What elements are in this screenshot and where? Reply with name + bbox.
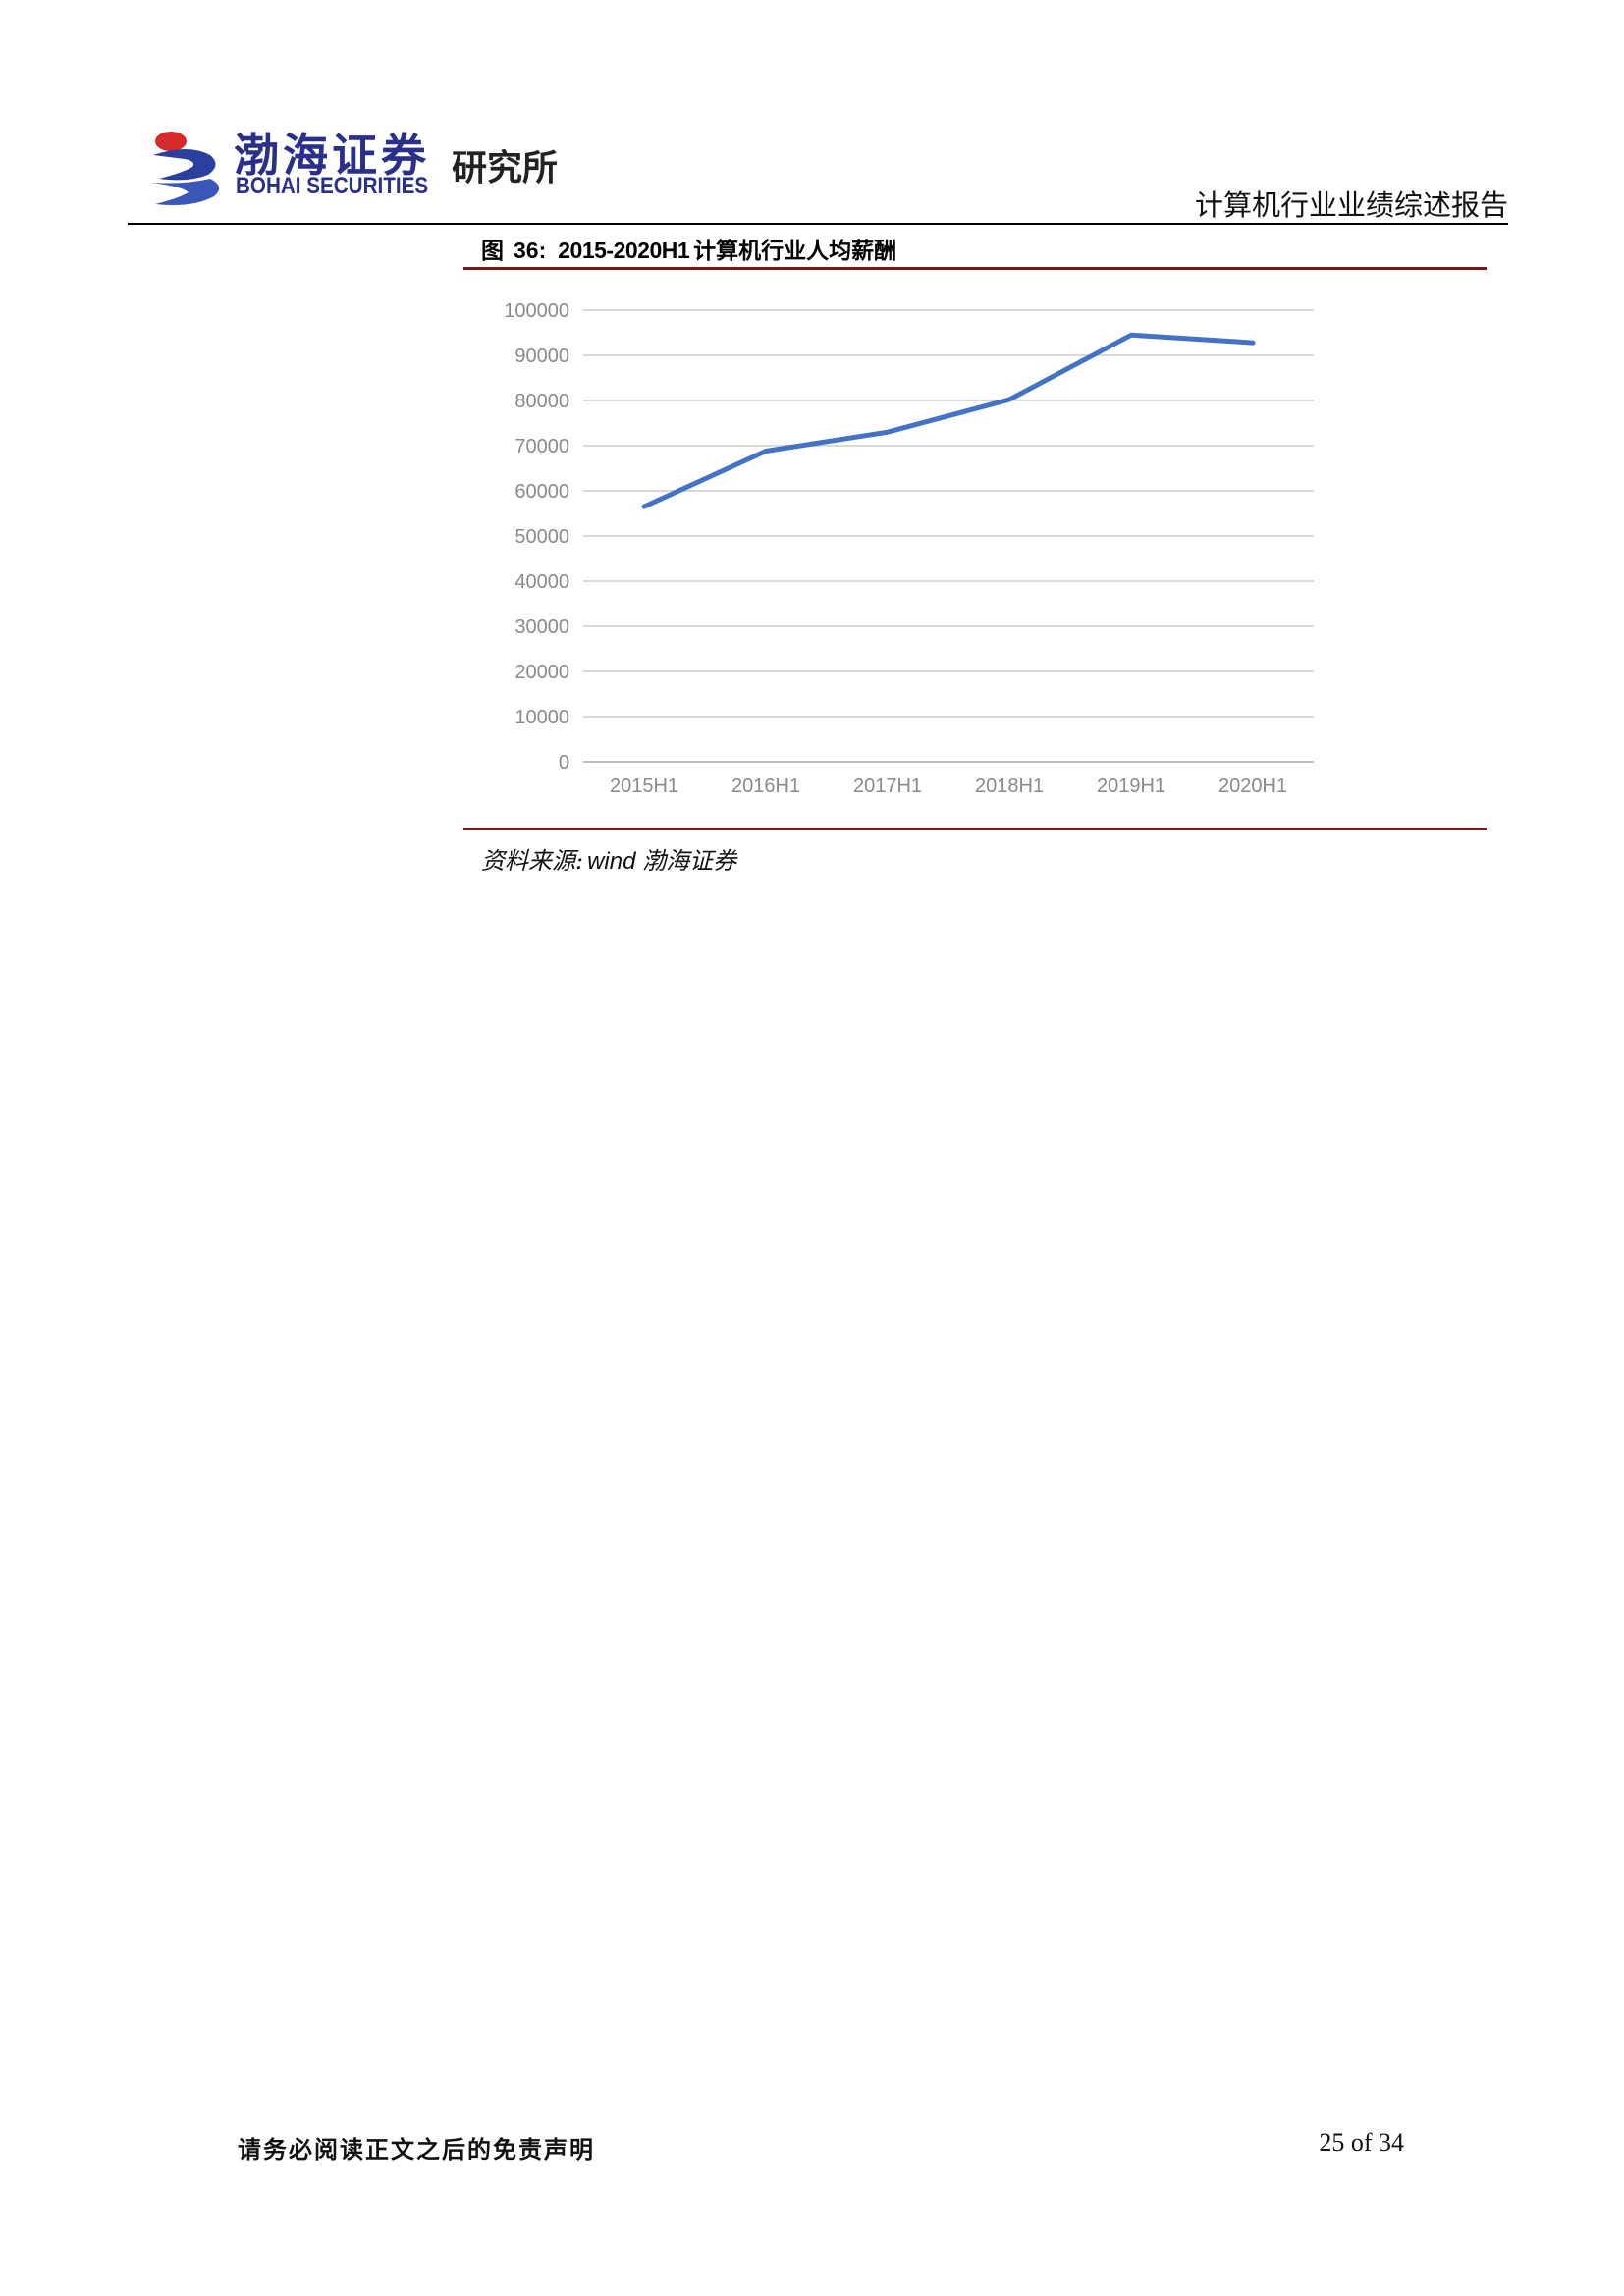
- y-tick-label: 70000: [514, 436, 569, 457]
- y-tick-label: 40000: [514, 571, 569, 593]
- y-tick-label: 30000: [514, 616, 569, 638]
- figure-number: 36:: [514, 238, 547, 263]
- header-divider: [128, 223, 1508, 225]
- y-tick-label: 0: [559, 752, 569, 774]
- y-tick-label: 80000: [514, 391, 569, 412]
- x-axis-ticks: 2015H1 2016H1 2017H1 2018H1 2019H1 2020H1: [610, 775, 1287, 797]
- department-name: 研究所: [452, 148, 559, 188]
- y-tick-label: 60000: [514, 481, 569, 503]
- data-point: [1007, 398, 1011, 401]
- y-tick-label: 10000: [514, 707, 569, 728]
- bohai-logo-icon: [151, 132, 220, 205]
- data-point: [886, 430, 890, 434]
- page-header: 渤海证券 BOHAI SECURITIES 研究所 计算机行业业绩综述报告: [0, 0, 1624, 228]
- figure-label: 图: [481, 238, 504, 264]
- data-point: [1251, 341, 1255, 345]
- report-title: 计算机行业业绩综述报告: [1194, 188, 1508, 222]
- series-line: [641, 332, 1256, 509]
- figure-top-rule: [463, 267, 1487, 270]
- y-tick-label: 100000: [504, 300, 569, 322]
- x-tick-label: 2020H1: [1218, 775, 1287, 797]
- data-point: [642, 505, 646, 508]
- x-tick-label: 2017H1: [853, 775, 922, 797]
- x-tick-label: 2018H1: [975, 775, 1044, 797]
- series-layer: [641, 332, 1256, 509]
- figure-source: 资料来源: wind 渤海证券: [481, 841, 736, 876]
- y-tick-label: 50000: [514, 526, 569, 548]
- y-tick-label: 20000: [514, 662, 569, 683]
- page-number: 25 of 34: [1319, 2128, 1404, 2157]
- figure-bottom-rule: [463, 828, 1487, 830]
- logo-english-name: BOHAI SECURITIES: [236, 173, 429, 199]
- y-axis-ticks: 1000009000080000700006000050000400003000…: [504, 300, 569, 774]
- figure-range: 2015-2020H1: [558, 238, 690, 263]
- data-point: [764, 450, 768, 454]
- logo-chinese-name: 渤海证券: [234, 129, 430, 182]
- bohai-logo: 渤海证券 BOHAI SECURITIES 研究所: [149, 126, 591, 214]
- figure-caption: 计算机行业人均薪酬: [693, 238, 897, 264]
- data-point: [1129, 333, 1133, 337]
- source-value: wind 渤海证券: [587, 848, 737, 875]
- gridlines: [583, 309, 1314, 763]
- salary-line-chart: 1000009000080000700006000050000400003000…: [504, 300, 1314, 797]
- source-label: 资料来源:: [481, 847, 584, 875]
- footer-disclaimer: 请务必阅读正文之后的免责声明: [238, 2135, 595, 2163]
- x-tick-label: 2019H1: [1097, 775, 1165, 797]
- figure-title: 图 36: 2015-2020H1 计算机行业人均薪酬: [481, 232, 896, 265]
- x-tick-label: 2016H1: [731, 775, 800, 797]
- y-tick-label: 90000: [514, 346, 569, 367]
- x-tick-label: 2015H1: [610, 775, 678, 797]
